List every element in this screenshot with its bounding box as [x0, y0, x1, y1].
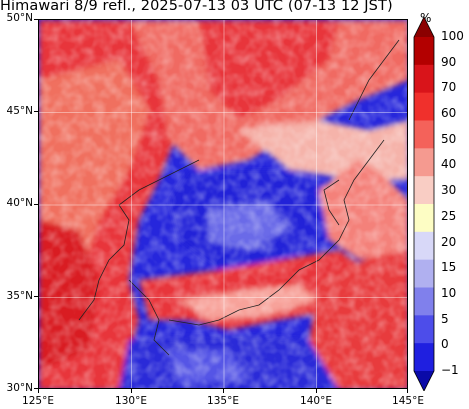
colorbar-label: 5: [441, 311, 449, 326]
colorbar-segment: [414, 176, 434, 205]
lon-tick: [223, 389, 224, 393]
lon-tick: [407, 389, 408, 393]
colorbar-segment: [414, 259, 434, 288]
colorbar-label: 25: [441, 208, 457, 223]
lat-label-40: 40°N: [6, 197, 33, 209]
lat-tick: [34, 204, 38, 205]
colorbar: [413, 17, 435, 391]
colorbar-extend-top: [414, 17, 434, 37]
colorbar-segment: [414, 287, 434, 316]
colorbar-segment: [414, 231, 434, 261]
colorbar-label: 0: [441, 337, 449, 352]
lat-tick: [34, 296, 38, 297]
lon-label-145: 145°E: [392, 395, 424, 407]
colorbar-extend-bottom: [414, 371, 434, 391]
colorbar-label: 90: [441, 54, 457, 69]
colorbar-label: 50: [441, 131, 457, 146]
map-title: Himawari 8/9 refl., 2025-07-13 03 UTC (0…: [0, 0, 393, 14]
colorbar-segment: [414, 343, 434, 372]
colorbar-label: 100: [441, 29, 464, 43]
colorbar-label: 60: [441, 106, 457, 121]
lon-label-130: 130°E: [115, 395, 147, 407]
graticule: [39, 20, 407, 388]
lon-label-125: 125°E: [22, 395, 54, 407]
lat-tick: [34, 111, 38, 112]
satellite-reflectance-map[interactable]: [38, 19, 408, 389]
colorbar-segment: [414, 37, 434, 66]
colorbar-label: 70: [441, 80, 457, 95]
colorbar-label: 10: [441, 285, 457, 300]
lon-tick: [131, 389, 132, 393]
lon-label-135: 135°E: [207, 395, 239, 407]
colorbar-label: 15: [441, 260, 457, 275]
colorbar-segment: [414, 148, 434, 177]
lon-label-140: 140°E: [300, 395, 332, 407]
lon-tick: [38, 389, 39, 393]
colorbar-segment: [414, 120, 434, 149]
colorbar-label: 40: [441, 157, 457, 172]
colorbar-label: −1: [441, 363, 459, 377]
lat-label-45: 45°N: [6, 105, 33, 117]
colorbar-segment: [414, 315, 434, 344]
lat-label-50: 50°N: [6, 12, 33, 24]
colorbar-unit: %: [420, 11, 432, 25]
lat-tick: [34, 388, 38, 389]
coastlines: [78, 39, 400, 356]
colorbar-segment: [414, 204, 434, 233]
lat-label-30: 30°N: [6, 382, 33, 394]
lat-label-35: 35°N: [6, 290, 33, 302]
colorbar-label: 20: [441, 234, 457, 249]
map-canvas: [39, 20, 407, 388]
colorbar-segment: [414, 92, 434, 121]
colorbar-label: 30: [441, 183, 457, 198]
lon-tick: [316, 389, 317, 393]
colorbar-segment: [414, 64, 434, 94]
lat-tick: [34, 19, 38, 20]
